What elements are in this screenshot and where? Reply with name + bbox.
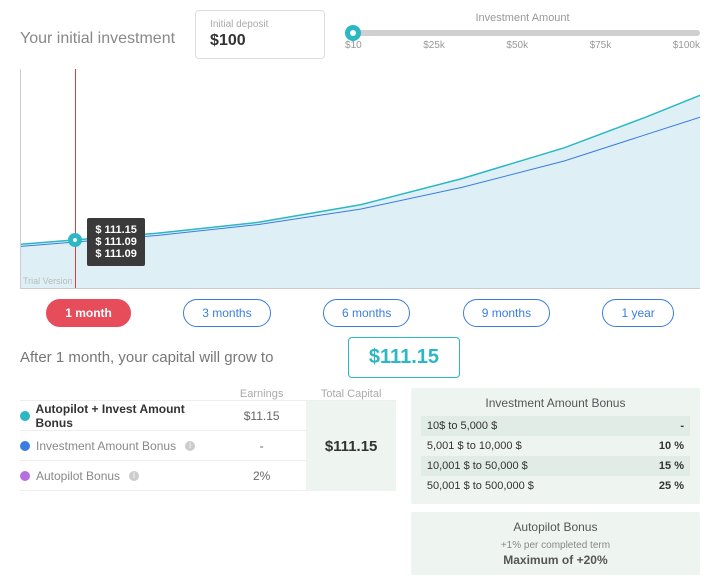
legend-label: Autopilot + Invest Amount Bonus [36,402,217,430]
col-earnings: Earnings [217,388,307,400]
bonus-range: 10,001 $ to 50,000 $ [427,460,528,472]
bonus-value: 10 % [659,440,684,452]
col-total: Total Capital [306,388,396,400]
legend-table: Earnings Total Capital Autopilot + Inves… [20,388,396,583]
tick: $75k [590,40,612,51]
result-value: $111.15 [348,337,460,378]
bonus-row: 10,001 $ to 50,000 $ 15 % [421,456,690,476]
bonus-row: 5,001 $ to 10,000 $ 10 % [421,436,690,456]
deposit-label: Initial deposit [210,19,310,30]
legend-row: Autopilot Bonus i 2% [20,461,306,491]
deposit-value: $100 [210,32,310,50]
legend-earn: - [217,439,307,453]
legend-row: Investment Amount Bonus i - [20,431,306,461]
hover-line [75,69,76,288]
period-1-month[interactable]: 1 month [46,299,131,327]
bonus-column: Investment Amount Bonus 10$ to 5,000 $ - 5… [411,388,700,583]
growth-chart[interactable]: $ 111.15$ 111.09$ 111.09 Trial Version [20,69,700,289]
tick: $10 [345,40,362,51]
info-icon[interactable]: i [185,441,195,451]
tick: $100k [673,40,700,51]
legend-label: Autopilot Bonus [36,469,120,483]
legend-row: Autopilot + Invest Amount Bonus$11.15 [20,401,306,431]
legend-earn: 2% [217,469,307,483]
legend-dot [20,441,30,451]
tick: $25k [423,40,445,51]
bonus-range: 5,001 $ to 10,000 $ [427,440,522,452]
autopilot-box: Autopilot Bonus +1% per completed term M… [411,512,700,575]
legend-earn: $11.15 [217,409,307,423]
bonus-range: 10$ to 5,000 $ [427,420,497,432]
bonus-value: 25 % [659,480,684,492]
autopilot-max: Maximum of +20% [421,553,690,567]
bonus-row: 10$ to 5,000 $ - [421,416,690,436]
bonus-value: 15 % [659,460,684,472]
chart-tooltip: $ 111.15$ 111.09$ 111.09 [87,218,145,266]
info-icon[interactable]: i [129,471,139,481]
page-title: Your initial investment [20,10,175,48]
deposit-box: Initial deposit $100 [195,10,325,59]
period-1-year[interactable]: 1 year [602,299,673,327]
header-row: Your initial investment Initial deposit … [0,0,720,64]
hover-dot [68,233,82,247]
bonus-title: Investment Amount Bonus [421,396,690,410]
result-text: After 1 month, your capital will grow to [20,349,328,366]
legend-head: Earnings Total Capital [20,388,396,401]
period-3-months[interactable]: 3 months [183,299,270,327]
period-tabs: 1 month 3 months 6 months 9 months 1 year [20,299,700,327]
period-9-months[interactable]: 9 months [463,299,550,327]
autopilot-title: Autopilot Bonus [421,520,690,534]
bonus-row: 50,001 $ to 500,000 $ 25 % [421,476,690,496]
watermark: Trial Version [23,276,73,286]
slider-track[interactable] [345,30,700,36]
legend-dot [20,411,30,421]
bonus-range: 50,001 $ to 500,000 $ [427,480,534,492]
bottom-row: Earnings Total Capital Autopilot + Inves… [20,388,700,583]
legend-label: Investment Amount Bonus [36,439,176,453]
amount-slider[interactable]: Investment Amount $10 $25k $50k $75k $10… [345,10,700,51]
period-6-months[interactable]: 6 months [323,299,410,327]
autopilot-sub: +1% per completed term [421,540,690,551]
result-row: After 1 month, your capital will grow to… [20,337,700,378]
bonus-value: - [680,420,684,432]
slider-handle[interactable] [345,25,361,41]
total-capital-cell: $111.15 [306,401,396,491]
bonus-amount-box: Investment Amount Bonus 10$ to 5,000 $ - 5… [411,388,700,504]
slider-ticks: $10 $25k $50k $75k $100k [345,40,700,51]
legend-dot [20,471,30,481]
tick: $50k [506,40,528,51]
slider-title: Investment Amount [345,12,700,24]
